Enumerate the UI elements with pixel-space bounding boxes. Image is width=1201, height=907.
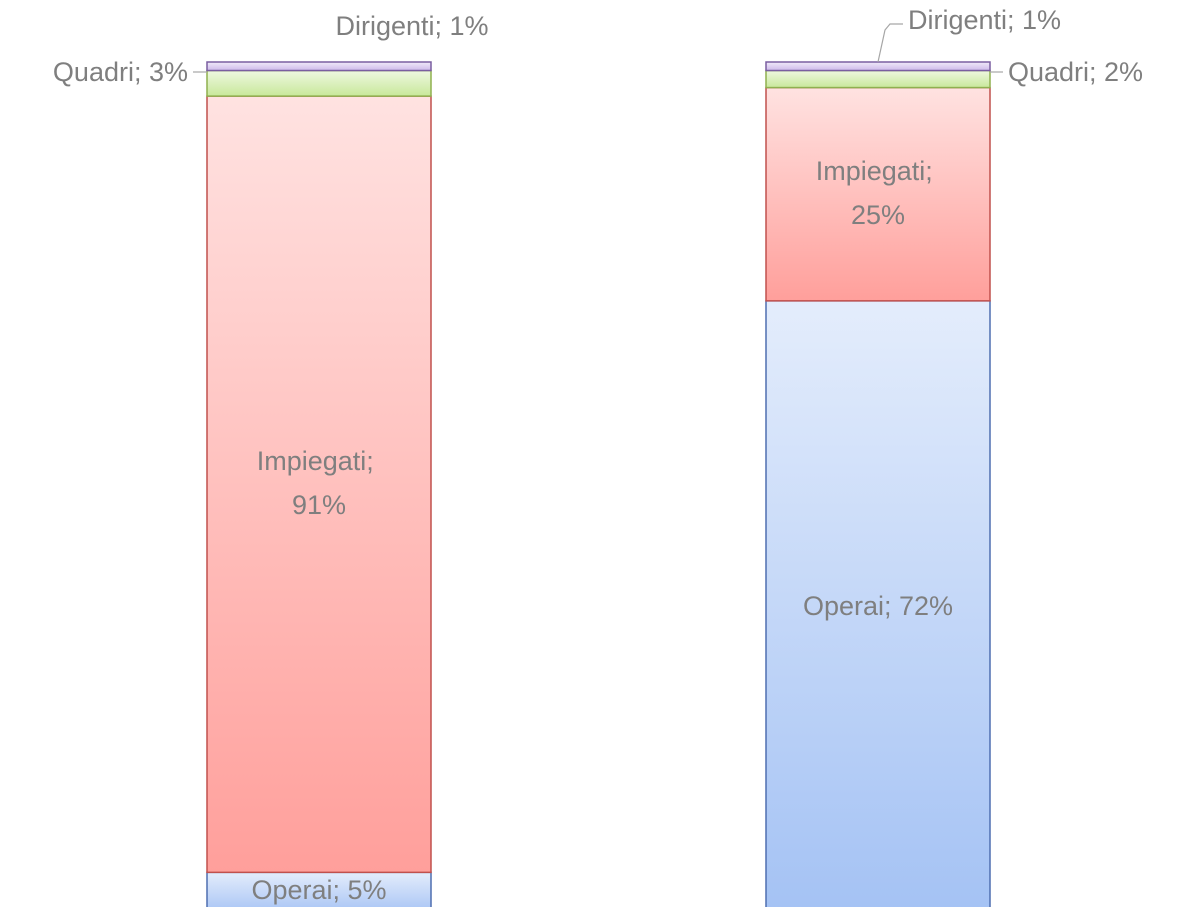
bar-segment bbox=[765, 69, 991, 89]
leader-line bbox=[877, 23, 903, 63]
data-label: Operai; 5% bbox=[251, 875, 386, 905]
data-label: Operai; 72% bbox=[803, 591, 953, 621]
data-label: Impiegati; 91% bbox=[257, 446, 382, 520]
bar-segment bbox=[206, 61, 432, 72]
bar-segment bbox=[206, 871, 432, 907]
bar-segment bbox=[206, 95, 432, 874]
data-label: Impiegati; 25% bbox=[816, 156, 941, 230]
bar-segment bbox=[765, 300, 991, 907]
data-label: Quadri; 2% bbox=[1008, 57, 1143, 87]
bar-segment bbox=[765, 61, 991, 72]
bar-segment bbox=[206, 69, 432, 97]
bar-segment bbox=[765, 86, 991, 302]
data-label: Dirigenti; 1% bbox=[908, 5, 1061, 35]
data-label: Quadri; 3% bbox=[53, 57, 188, 87]
data-label: Dirigenti; 1% bbox=[335, 11, 488, 41]
